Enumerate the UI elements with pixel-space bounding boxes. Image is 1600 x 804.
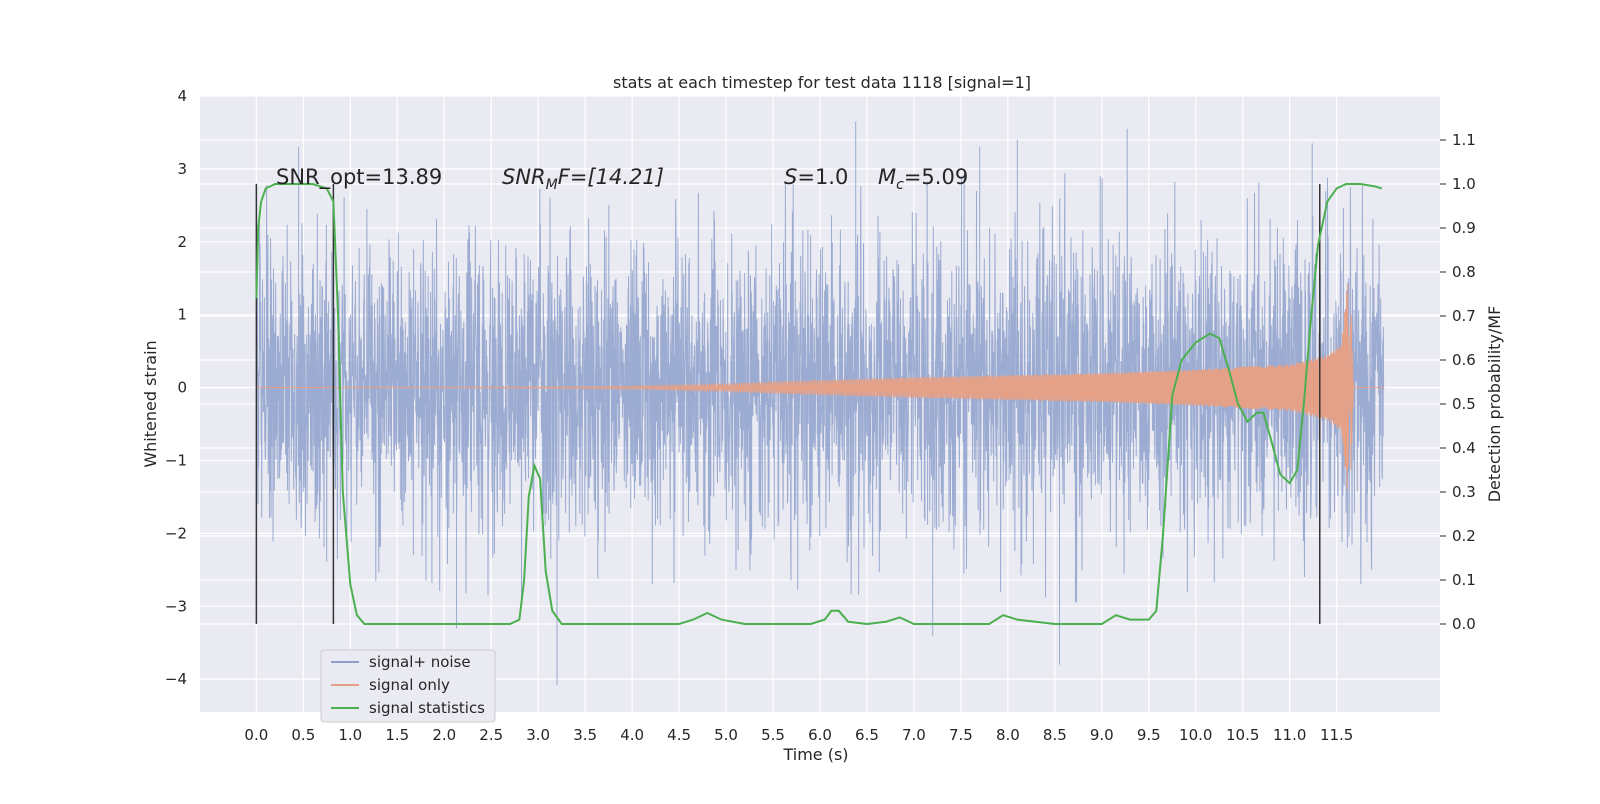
y-tick-label-right: 0.7 <box>1452 307 1476 325</box>
x-tick-label: 2.5 <box>479 726 503 744</box>
x-tick-label: 8.0 <box>996 726 1020 744</box>
plot-area <box>255 121 1385 685</box>
x-tick-label: 6.0 <box>808 726 832 744</box>
x-tick-label: 10.5 <box>1226 726 1259 744</box>
x-tick-label: 11.5 <box>1320 726 1353 744</box>
y-tick-label-right: 0.1 <box>1452 571 1476 589</box>
y-tick-label-right: 0.5 <box>1452 395 1476 413</box>
y-tick-label-right: 0.8 <box>1452 263 1476 281</box>
y-tick-label-left: −1 <box>165 451 187 469</box>
y-tick-label-right: 0.4 <box>1452 439 1476 457</box>
y-tick-label-right: 0.0 <box>1452 615 1476 633</box>
vertical-markers <box>255 184 1321 624</box>
series-signal-plus-noise <box>255 121 1385 685</box>
y-axis-right-ticks: 0.0 0.1 0.2 0.3 0.4 0.5 0.6 0.7 0.8 0.9 1.0 1.1 <box>1440 131 1476 633</box>
y-tick-label-left: −2 <box>165 524 187 542</box>
y-tick-label-left: 0 <box>177 379 187 397</box>
x-tick-label: 3.5 <box>573 726 597 744</box>
legend-frame <box>320 649 496 723</box>
x-axis-label: Time (s) <box>782 745 848 764</box>
annotation-s: S=1.0 <box>784 165 848 189</box>
y-tick-label-right: 1.0 <box>1452 175 1476 193</box>
x-tick-label: 0.0 <box>244 726 268 744</box>
y-axis-left-ticks: −4 −3 −2 −1 0 1 2 3 4 <box>165 87 187 688</box>
y-tick-label-left: 2 <box>177 233 187 251</box>
x-tick-label: 9.0 <box>1090 726 1114 744</box>
annotation-mc: Mc=5.09 <box>878 165 968 193</box>
annotation-snr-mf: SNRMF=[14.21] <box>502 165 664 193</box>
x-tick-label: 4.0 <box>620 726 644 744</box>
x-tick-label: 1.0 <box>338 726 362 744</box>
x-tick-label: 0.5 <box>291 726 315 744</box>
y-tick-label-left: 1 <box>177 306 187 324</box>
x-tick-label: 9.5 <box>1137 726 1161 744</box>
x-tick-label: 2.0 <box>432 726 456 744</box>
x-tick-label: 11.0 <box>1273 726 1306 744</box>
y-tick-label-right: 0.3 <box>1452 483 1476 501</box>
y-tick-label-right: 0.6 <box>1452 351 1476 369</box>
legend-label-signal-plus-noise: signal+ noise <box>369 653 471 671</box>
x-tick-label: 5.0 <box>714 726 738 744</box>
x-tick-label: 6.5 <box>855 726 879 744</box>
x-tick-label: 5.5 <box>761 726 785 744</box>
x-tick-label: 1.5 <box>385 726 409 744</box>
x-tick-label: 8.5 <box>1043 726 1067 744</box>
y-tick-label-right: 0.9 <box>1452 219 1476 237</box>
legend: signal+ noise signal only signal statist… <box>320 649 496 723</box>
series-signal-only <box>256 284 1384 490</box>
x-tick-label: 10.0 <box>1179 726 1212 744</box>
x-axis-ticks: 0.0 0.5 1.0 1.5 2.0 2.5 3.0 3.5 4.0 4.5 5.0 5.5 6.0 6… <box>244 726 1353 744</box>
y-tick-label-right: 1.1 <box>1452 131 1476 149</box>
chart-title: stats at each timestep for test data 111… <box>613 73 1031 92</box>
y-tick-label-left: 3 <box>177 160 187 178</box>
y-tick-label-right: 0.2 <box>1452 527 1476 545</box>
legend-label-signal-statistics: signal statistics <box>369 699 485 717</box>
x-tick-label: 7.5 <box>949 726 973 744</box>
y-tick-label-left: 4 <box>177 87 187 105</box>
y-axis-right-label: Detection probability/MF <box>1485 306 1504 503</box>
legend-label-signal-only: signal only <box>369 676 450 694</box>
y-axis-left-label: Whitened strain <box>141 340 160 467</box>
y-tick-label-left: −4 <box>165 670 187 688</box>
x-tick-label: 4.5 <box>667 726 691 744</box>
x-tick-label: 3.0 <box>526 726 550 744</box>
series-signal-statistics <box>255 183 1383 626</box>
x-tick-label: 7.0 <box>902 726 926 744</box>
annotation-snr-opt: SNR_opt=13.89 <box>276 165 442 190</box>
y-tick-label-left: −3 <box>165 597 187 615</box>
